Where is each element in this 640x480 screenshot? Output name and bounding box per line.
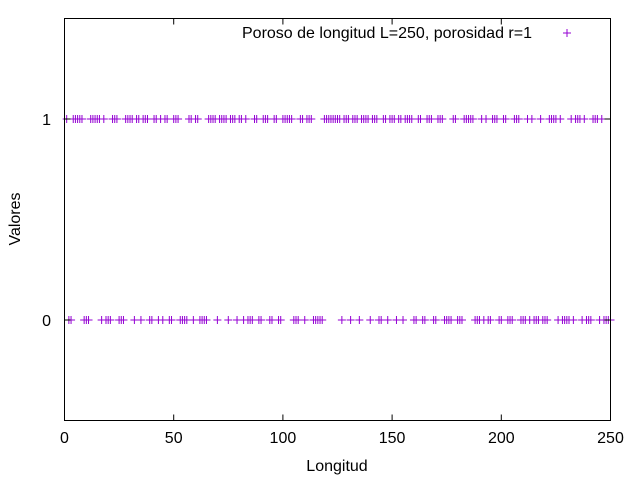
data-point (420, 316, 429, 324)
data-point (556, 115, 565, 123)
y-tick-label: 1 (42, 112, 51, 129)
x-tick-label: 250 (597, 430, 624, 447)
data-point (224, 316, 233, 324)
data-point (167, 316, 176, 324)
legend-marker-plus (563, 29, 571, 37)
x-tick-label: 150 (379, 430, 406, 447)
data-point (276, 316, 285, 324)
legend-marker (563, 29, 571, 37)
y-tick-label: 0 (42, 313, 51, 330)
y-axis-ticks: 01 (42, 112, 611, 330)
data-point (527, 115, 536, 123)
data-point (136, 316, 145, 324)
legend: Poroso de longitud L=250, porosidad r=1 (242, 25, 571, 42)
data-point (99, 115, 108, 123)
data-point (438, 115, 447, 123)
data-point (300, 316, 309, 324)
data-point (106, 316, 115, 324)
data-point (307, 115, 316, 123)
data-point (569, 316, 578, 324)
data-point (543, 316, 552, 324)
data-point (383, 316, 392, 324)
data-point (202, 316, 211, 324)
data-point (508, 316, 517, 324)
data-point (337, 316, 346, 324)
data-point (84, 316, 93, 324)
data-point (457, 316, 466, 324)
data-point (112, 115, 121, 123)
data-point (586, 316, 595, 324)
data-point (366, 316, 375, 324)
data-point (514, 115, 523, 123)
x-tick-label: 100 (270, 430, 297, 447)
plot-frame (64, 18, 611, 421)
data-point (193, 115, 202, 123)
x-tick-label: 50 (165, 430, 183, 447)
data-point (580, 115, 589, 123)
data-point (213, 316, 222, 324)
y-axis-label: Valores (7, 192, 24, 245)
data-point (597, 115, 606, 123)
data-point (318, 316, 327, 324)
data-point (287, 115, 296, 123)
data-point (486, 316, 495, 324)
legend-label: Poroso de longitud L=250, porosidad r=1 (242, 25, 532, 42)
data-point (451, 115, 460, 123)
data-point (257, 316, 266, 324)
data-point (501, 115, 510, 123)
data-point (355, 316, 364, 324)
data-point (346, 316, 355, 324)
x-tick-label: 200 (488, 430, 515, 447)
data-points (62, 115, 615, 324)
data-point (431, 316, 440, 324)
data-point (77, 115, 86, 123)
data-point (468, 115, 477, 123)
data-point (174, 115, 183, 123)
data-point (119, 316, 128, 324)
x-axis-ticks: 0 50 100 150 200 250 (60, 18, 624, 447)
x-axis-label: Longitud (306, 458, 367, 475)
data-point (399, 316, 408, 324)
x-tick-label: 0 (60, 430, 69, 447)
data-point (241, 115, 250, 123)
data-point (536, 115, 545, 123)
